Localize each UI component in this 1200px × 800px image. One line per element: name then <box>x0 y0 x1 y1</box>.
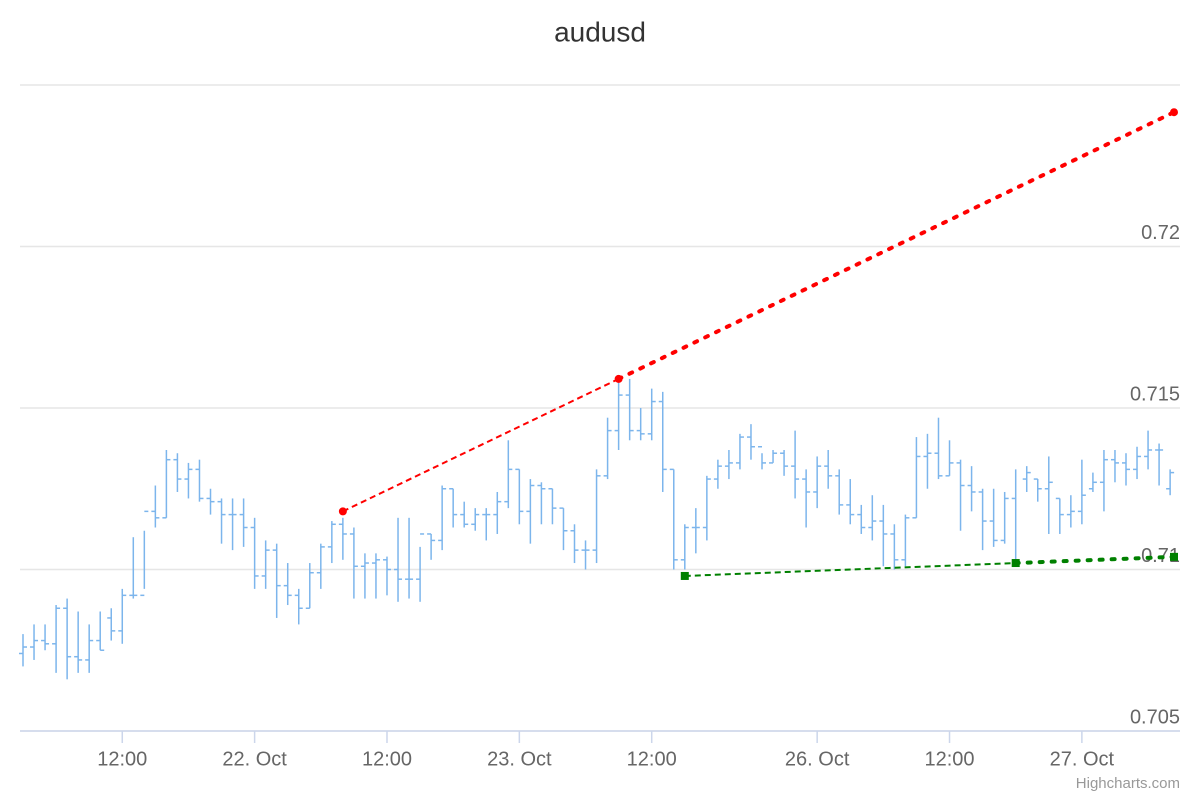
x-tick-label: 12:00 <box>362 748 412 770</box>
credit[interactable]: Highcharts.com <box>1076 775 1180 792</box>
y-tick-label: 0.705 <box>1130 706 1180 728</box>
x-tick-label: 26. Oct <box>785 748 850 770</box>
trendline-extension <box>1013 554 1176 566</box>
y-tick-label: 0.72 <box>1141 222 1180 244</box>
x-tick-label: 12:00 <box>627 748 677 770</box>
x-tick-label: 27. Oct <box>1050 748 1115 770</box>
x-tick-label: 12:00 <box>924 748 974 770</box>
x-tick-label: 22. Oct <box>222 748 287 770</box>
x-tick-label: 12:00 <box>97 748 147 770</box>
trendline-extension <box>616 110 1176 381</box>
trendline-marker <box>1011 559 1020 568</box>
trendline-marker <box>614 374 623 383</box>
chart-title: audusd <box>554 16 646 47</box>
trendline-marker <box>1170 552 1178 561</box>
trendline-marker <box>680 571 689 580</box>
x-tick-label: 23. Oct <box>487 748 552 770</box>
trendline-marker <box>338 507 347 516</box>
trendline-marker <box>1170 108 1178 117</box>
trendline <box>684 562 1016 577</box>
trendline <box>342 378 620 513</box>
y-tick-label: 0.715 <box>1130 383 1180 405</box>
